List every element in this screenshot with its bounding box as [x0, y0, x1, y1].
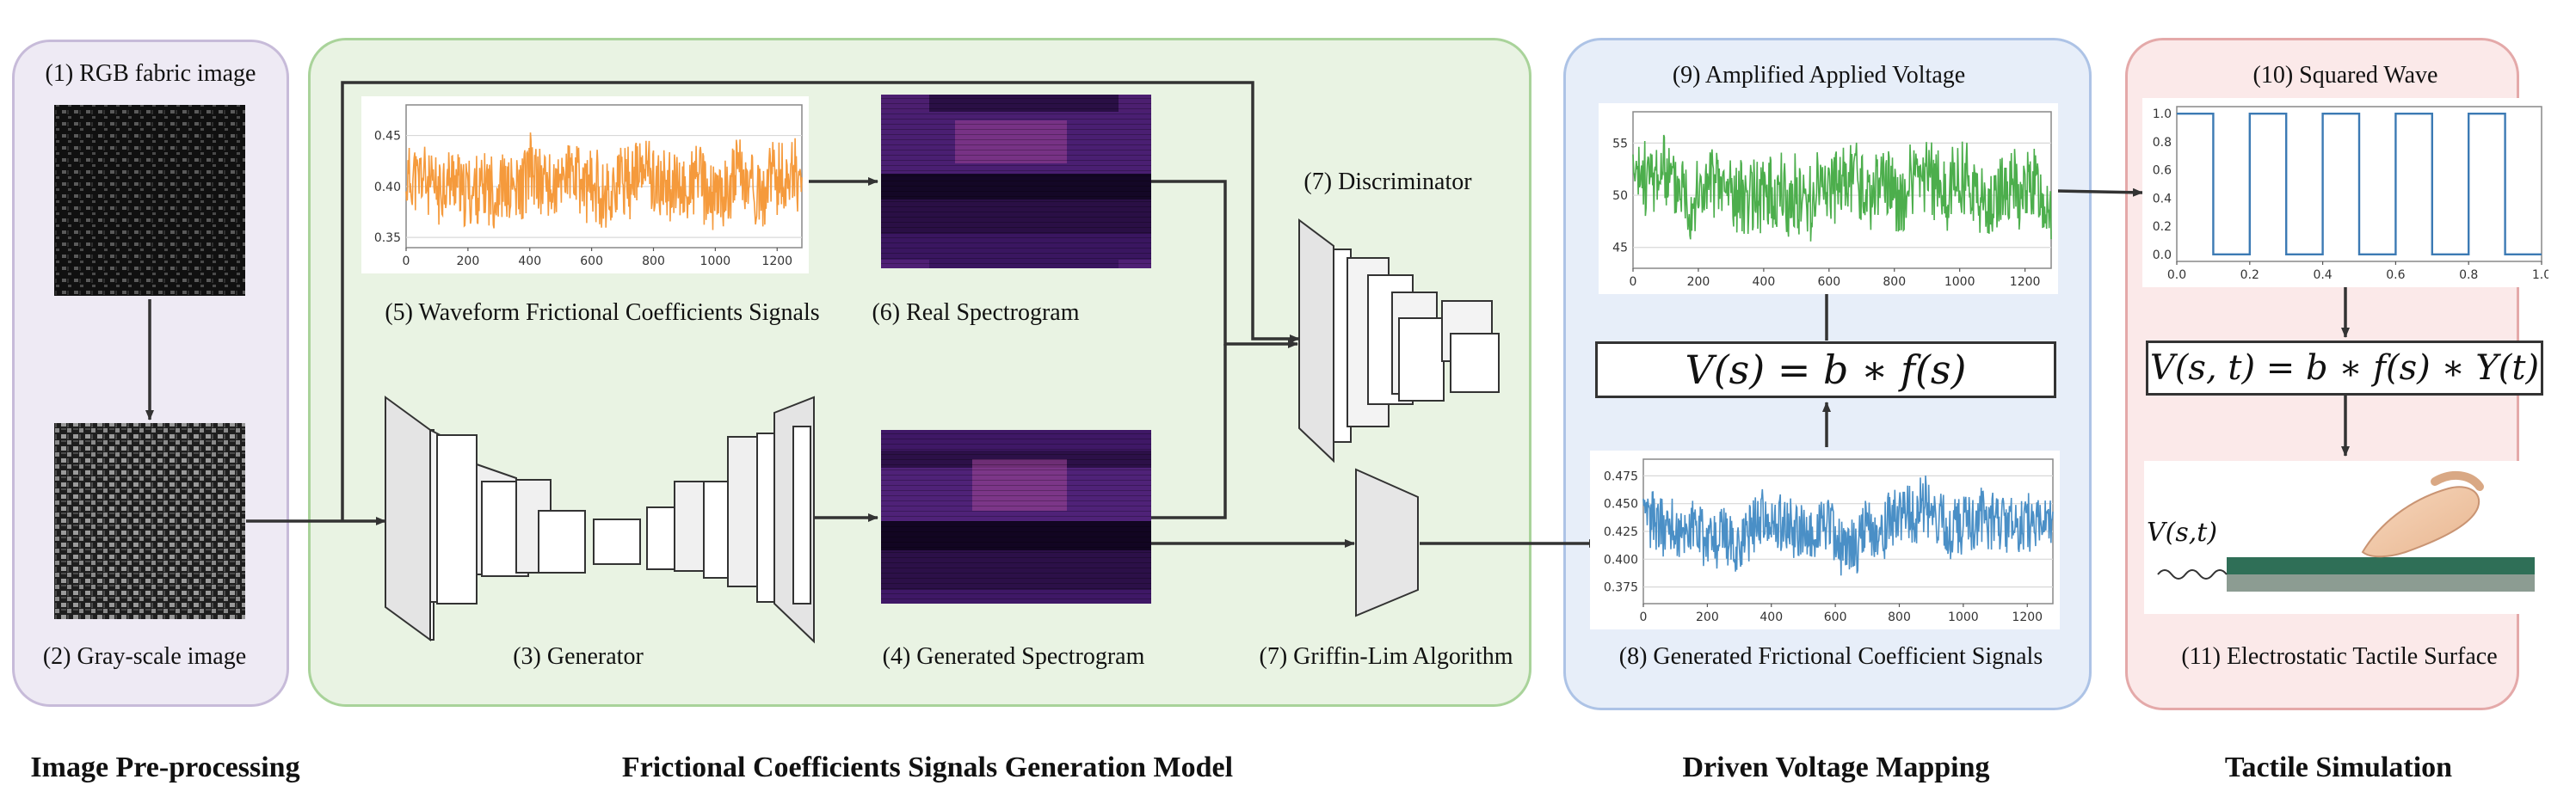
y-tick-label: 0.450	[1604, 498, 1638, 512]
chart-waveform-frictional: 0.35 0.40 0.45 0 200 400 600 800 1000 1200	[361, 96, 809, 273]
label-amplified-voltage: (9) Amplified Applied Voltage	[1672, 62, 1966, 89]
x-tick-label: 0.6	[2386, 268, 2405, 282]
discriminator-network	[1298, 218, 1500, 463]
x-tick-label: 0.0	[2167, 268, 2186, 282]
y-tick-label: 0.35	[374, 231, 401, 245]
label-generated-spectrogram: (4) Generated Spectrogram	[882, 643, 1145, 670]
label-squared-wave: (10) Squared Wave	[2252, 62, 2438, 89]
y-tick-label: 1.0	[2153, 107, 2172, 121]
label-real-spectrogram: (6) Real Spectrogram	[872, 299, 1080, 326]
y-tick-label: 0.40	[374, 181, 401, 194]
label-discriminator: (7) Discriminator	[1303, 169, 1472, 195]
chart-generated-signals: 0.375 0.400 0.425 0.450 0.475 0 200 400 600 800 10…	[1590, 451, 2060, 629]
formula-voltage: V(s) = b ∗ f(s)	[1595, 341, 2056, 398]
y-tick-label: 0.400	[1604, 553, 1638, 567]
x-tick-label: 800	[642, 255, 665, 268]
x-tick-label: 0	[1630, 275, 1637, 289]
series-line	[405, 132, 803, 230]
x-tick-label: 600	[580, 255, 603, 268]
gray-scale-image	[54, 423, 245, 619]
x-tick-label: 0.2	[2240, 268, 2259, 282]
series-line	[1642, 475, 2054, 576]
electrostatic-tactile-surface	[2144, 461, 2547, 614]
section-generation-model: Frictional Coefficients Signals Generati…	[621, 752, 1234, 783]
finger-icon	[2361, 486, 2480, 558]
x-tick-label: 0.4	[2313, 268, 2332, 282]
label-tactile-surface: (11) Electrostatic Tactile Surface	[2181, 643, 2498, 670]
y-tick-label: 0.475	[1604, 470, 1638, 483]
label-gray-scale-image: (2) Gray-scale image	[42, 643, 247, 670]
x-tick-label: 0.8	[2459, 268, 2478, 282]
griffin-lim-block	[1355, 468, 1419, 617]
chart-amplified-voltage: 45 50 55 0 200 400 600 800 1000 1200	[1599, 103, 2058, 294]
x-tick-label: 400	[518, 255, 541, 268]
rgb-fabric-image	[54, 105, 245, 296]
label-griffin-lim: (7) Griffin-Lim Algorithm	[1259, 643, 1513, 670]
x-tick-label: 400	[1753, 275, 1776, 289]
x-tick-label: 1000	[1948, 611, 1979, 624]
label-generated-signals: (8) Generated Frictional Coefficient Sig…	[1618, 643, 2043, 670]
series-line	[1632, 134, 2052, 242]
section-image-preprocessing: Image Pre-processing	[30, 752, 300, 783]
generator-network	[385, 396, 815, 644]
x-tick-label: 200	[1696, 611, 1719, 624]
connectors	[145, 81, 2350, 548]
x-tick-label: 1000	[1944, 275, 1975, 289]
generated-spectrogram	[881, 430, 1151, 604]
y-tick-label: 0.8	[2153, 136, 2172, 150]
y-tick-label: 0.4	[2153, 192, 2172, 206]
y-tick-label: 0.6	[2153, 164, 2172, 178]
y-tick-label: 50	[1612, 189, 1628, 203]
y-tick-label: 0.2	[2153, 220, 2172, 234]
x-tick-label: 600	[1817, 275, 1840, 289]
series-line	[2177, 113, 2542, 256]
x-tick-label: 1.0	[2532, 268, 2548, 282]
chart-squared-wave: 0.0 0.2 0.4 0.6 0.8 1.0 0.0 0.2 0.4 0.6 0.8 1.0	[2142, 98, 2548, 287]
label-generator: (3) Generator	[513, 643, 644, 670]
y-tick-label: 0.375	[1604, 581, 1638, 595]
y-tick-label: 55	[1612, 137, 1628, 150]
real-spectrogram	[881, 95, 1151, 268]
x-tick-label: 200	[457, 255, 480, 268]
y-tick-label: 0.425	[1604, 525, 1638, 539]
section-tactile-simulation: Tactile Simulation	[2224, 752, 2453, 783]
vst-inline-label: V(s,t)	[2146, 518, 2218, 548]
label-waveform-signals: (5) Waveform Frictional Coefficients Sig…	[385, 299, 820, 326]
label-rgb-fabric-image: (1) RGB fabric image	[45, 60, 256, 87]
y-tick-label: 45	[1612, 242, 1628, 255]
y-tick-label: 0.45	[374, 130, 401, 144]
section-driven-voltage: Driven Voltage Mapping	[1682, 752, 1990, 783]
formula-voltage-time: V(s, t) = b ∗ f(s) ∗ Y(t)	[2146, 341, 2543, 396]
x-tick-label: 1000	[700, 255, 731, 268]
x-tick-label: 400	[1759, 611, 1783, 624]
x-tick-label: 0	[1640, 611, 1648, 624]
x-tick-label: 800	[1888, 611, 1911, 624]
x-tick-label: 1200	[2010, 275, 2041, 289]
x-tick-label: 200	[1687, 275, 1710, 289]
y-tick-label: 0.0	[2153, 249, 2172, 262]
x-tick-label: 1200	[761, 255, 792, 268]
x-tick-label: 800	[1883, 275, 1906, 289]
x-tick-label: 0	[403, 255, 410, 268]
x-tick-label: 600	[1824, 611, 1847, 624]
x-tick-label: 1200	[2012, 611, 2043, 624]
